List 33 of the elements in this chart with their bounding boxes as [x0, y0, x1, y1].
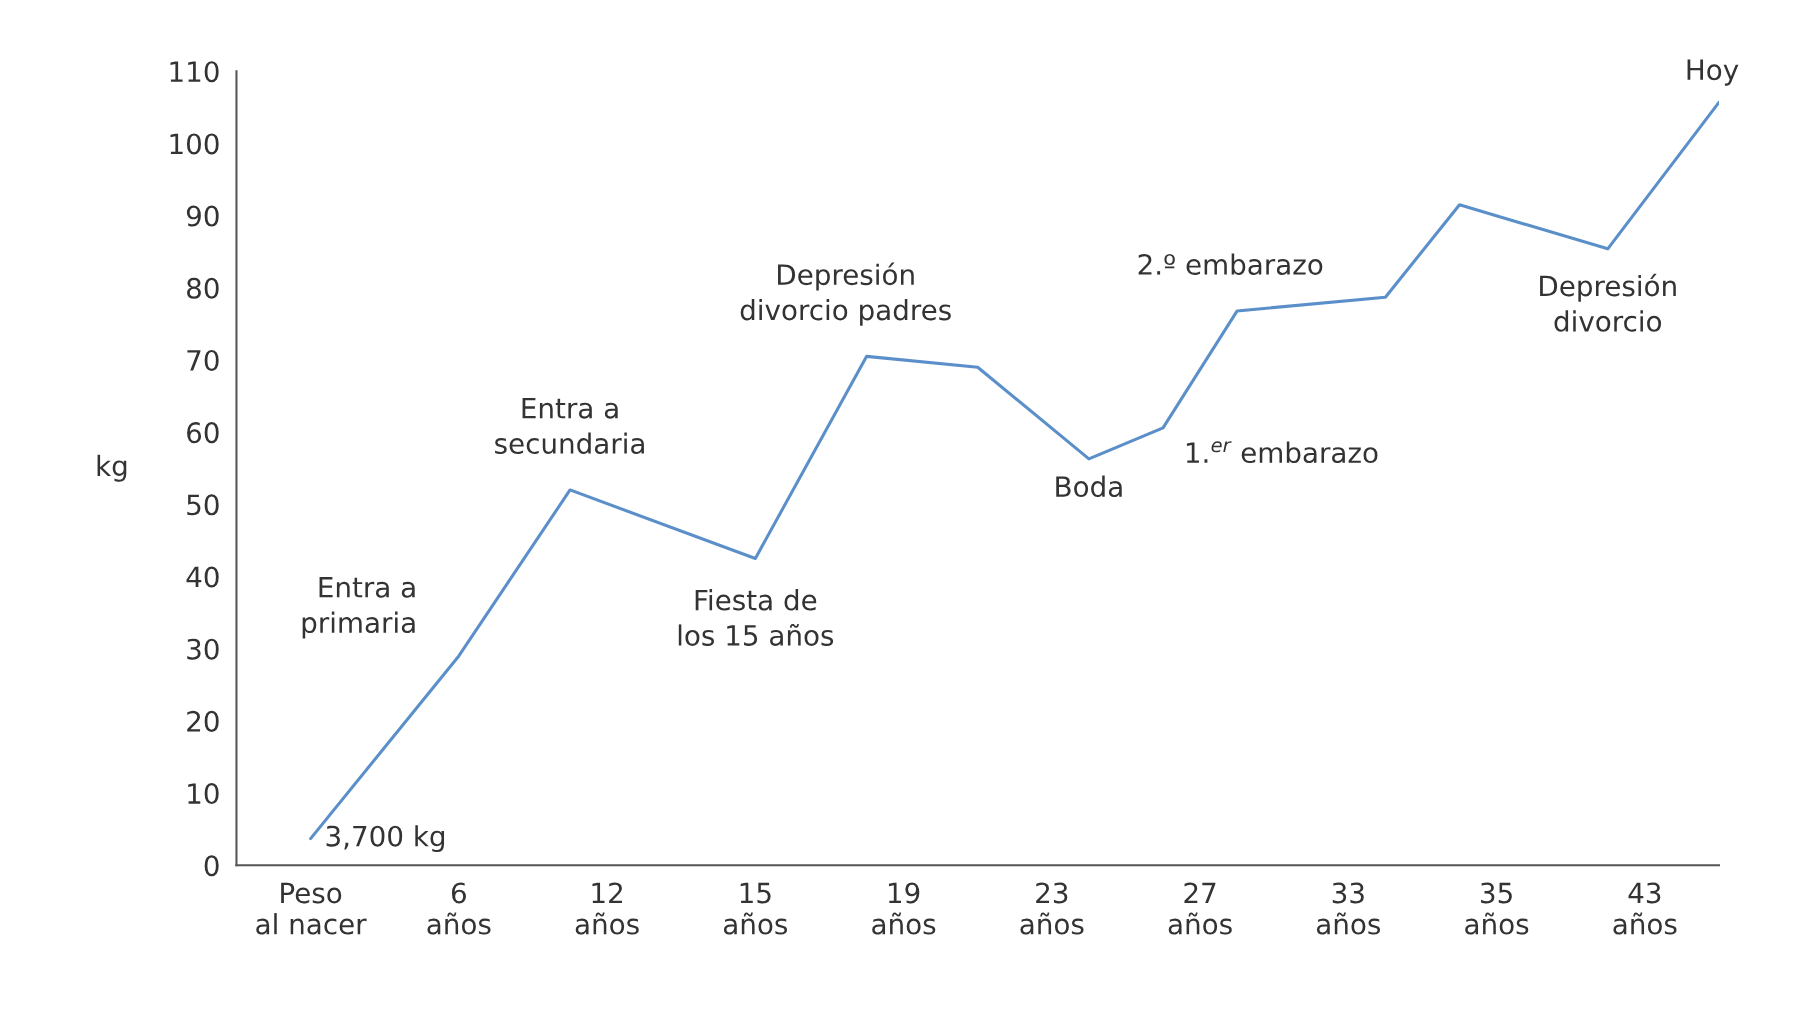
y-tick-label: 10 [188, 783, 219, 805]
x-tick-label: 12 años [575, 882, 639, 935]
y-tick-label: 70 [187, 349, 219, 371]
annotation: 1.$^{er}$ embarazo [1186, 441, 1378, 464]
annotation: Hoy [1687, 59, 1739, 86]
annotation: Fiesta de los 15 años [678, 589, 834, 646]
y-tick-label: 50 [187, 494, 219, 516]
x-tick-label: 27 años [1168, 882, 1232, 935]
annotation: Depresión divorcio [1540, 273, 1676, 332]
annotation: 2.º embarazo [1138, 253, 1323, 275]
x-tick-label: 35 años [1465, 882, 1529, 935]
y-tick-label: 30 [187, 638, 219, 660]
annotation: 3,700 kg [326, 825, 445, 853]
x-tick-label: 15 años [723, 882, 788, 935]
y-tick-label: 60 [187, 422, 219, 444]
annotation: Boda [1056, 475, 1122, 498]
annotation: Entra a primaria [302, 577, 415, 639]
annotation: Depresión divorcio padres [740, 262, 951, 326]
annotation: Entra a secundaria [495, 398, 644, 454]
x-tick-label: 43 años [1613, 882, 1677, 935]
x-tick-label: 19 años [872, 882, 936, 935]
y-tick-label: 100 [170, 133, 219, 155]
y-tick-label: 90 [186, 205, 219, 227]
x-tick-label: 33 años [1316, 882, 1381, 935]
x-tick-label: Peso al nacer [256, 882, 367, 935]
y-tick-label: 0 [204, 855, 219, 877]
y-tick-label: 20 [187, 710, 219, 732]
y-tick-label: 80 [187, 277, 219, 299]
y-axis-title: kg [97, 454, 127, 482]
x-tick-label: 6 años [427, 882, 491, 935]
y-tick-label: 110 [170, 61, 219, 83]
y-tick-label: 40 [186, 566, 219, 588]
x-tick-label: 23 años [1020, 882, 1084, 935]
